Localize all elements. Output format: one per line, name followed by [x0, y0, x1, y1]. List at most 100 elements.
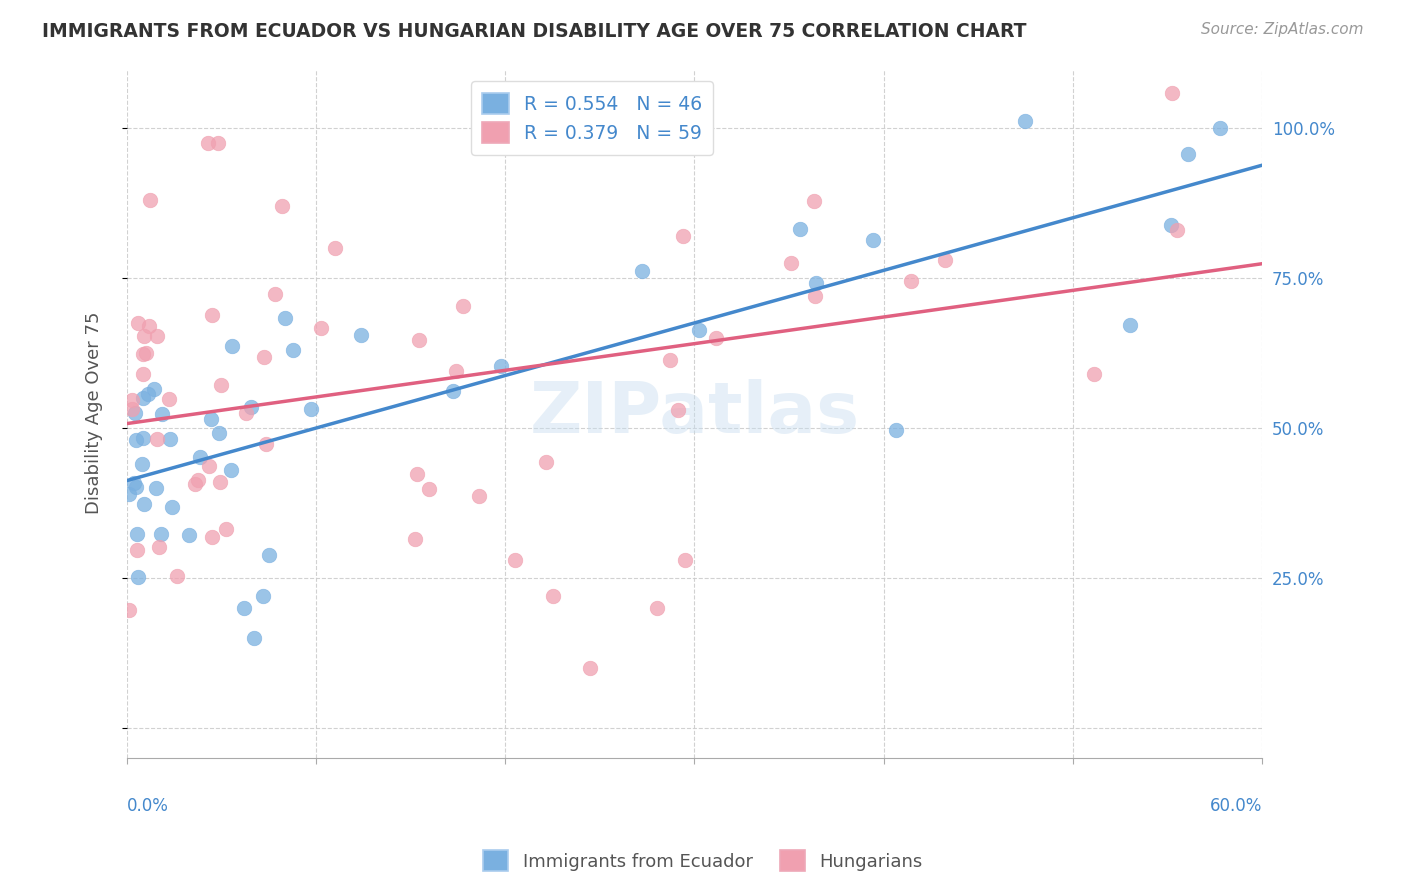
Point	[1083, 367, 1105, 381]
Point	[235, 406, 257, 420]
Point	[131, 457, 153, 471]
Point	[118, 487, 141, 501]
Text: ZIPatlas: ZIPatlas	[530, 378, 859, 448]
Point	[804, 277, 827, 291]
Point	[125, 433, 148, 447]
Point	[139, 193, 162, 207]
Point	[132, 431, 155, 445]
Point	[1166, 223, 1188, 237]
Point	[233, 600, 256, 615]
Text: Source: ZipAtlas.com: Source: ZipAtlas.com	[1201, 22, 1364, 37]
Point	[127, 570, 149, 584]
Point	[187, 473, 209, 487]
Point	[145, 328, 167, 343]
Point	[259, 548, 281, 562]
Point	[804, 289, 827, 303]
Point	[127, 316, 149, 330]
Point	[503, 553, 526, 567]
Point	[142, 382, 165, 396]
Point	[630, 264, 652, 278]
Point	[219, 463, 242, 477]
Point	[198, 458, 221, 473]
Point	[264, 286, 287, 301]
Point	[208, 475, 231, 489]
Point	[145, 481, 167, 495]
Point	[844, 5, 866, 20]
Point	[1177, 147, 1199, 161]
Point	[404, 532, 426, 546]
Point	[489, 359, 512, 373]
Point	[803, 194, 825, 209]
Point	[208, 426, 231, 441]
Point	[252, 589, 274, 603]
Point	[132, 497, 155, 511]
Point	[673, 553, 696, 567]
Point	[209, 378, 232, 392]
Point	[1209, 121, 1232, 136]
Point	[900, 274, 922, 288]
Point	[132, 347, 155, 361]
Point	[789, 222, 811, 236]
Point	[254, 436, 277, 450]
Point	[666, 402, 689, 417]
Point	[157, 392, 180, 407]
Point	[179, 528, 201, 542]
Point	[323, 241, 346, 255]
Point	[148, 540, 170, 554]
Point	[118, 603, 141, 617]
Point	[309, 321, 332, 335]
Point	[672, 229, 695, 244]
Point	[645, 600, 668, 615]
Point	[200, 411, 222, 425]
Point	[934, 253, 956, 268]
Point	[150, 526, 173, 541]
Text: 60.0%: 60.0%	[1209, 797, 1263, 814]
Point	[150, 407, 173, 421]
Point	[160, 500, 183, 515]
Point	[242, 631, 264, 645]
Point	[1119, 318, 1142, 332]
Point	[138, 387, 160, 401]
Point	[207, 136, 229, 151]
Text: 0.0%: 0.0%	[127, 797, 169, 814]
Point	[132, 367, 155, 381]
Point	[132, 391, 155, 405]
Point	[166, 569, 188, 583]
Point	[122, 475, 145, 490]
Point	[121, 402, 143, 417]
Point	[132, 329, 155, 343]
Point	[1160, 86, 1182, 100]
Legend: Immigrants from Ecuador, Hungarians: Immigrants from Ecuador, Hungarians	[475, 843, 931, 879]
Point	[468, 489, 491, 503]
Point	[200, 308, 222, 322]
Point	[862, 233, 884, 247]
Point	[252, 350, 274, 364]
Point	[221, 339, 243, 353]
Point	[299, 401, 322, 416]
Point	[1014, 114, 1036, 128]
Point	[350, 327, 373, 342]
Point	[127, 527, 149, 541]
Point	[536, 455, 558, 469]
Point	[541, 589, 564, 603]
Point	[706, 331, 728, 345]
Point	[184, 477, 207, 491]
Point	[688, 323, 710, 337]
Y-axis label: Disability Age Over 75: Disability Age Over 75	[86, 312, 103, 515]
Point	[579, 661, 602, 675]
Point	[240, 400, 263, 414]
Point	[405, 467, 427, 481]
Point	[121, 392, 143, 407]
Point	[274, 311, 297, 326]
Point	[125, 480, 148, 494]
Point	[408, 333, 430, 347]
Point	[127, 542, 149, 557]
Point	[146, 432, 169, 446]
Point	[188, 450, 211, 464]
Point	[780, 256, 803, 270]
Point	[138, 319, 160, 334]
Point	[124, 406, 146, 420]
Point	[658, 352, 681, 367]
Point	[418, 483, 440, 497]
Point	[884, 423, 907, 437]
